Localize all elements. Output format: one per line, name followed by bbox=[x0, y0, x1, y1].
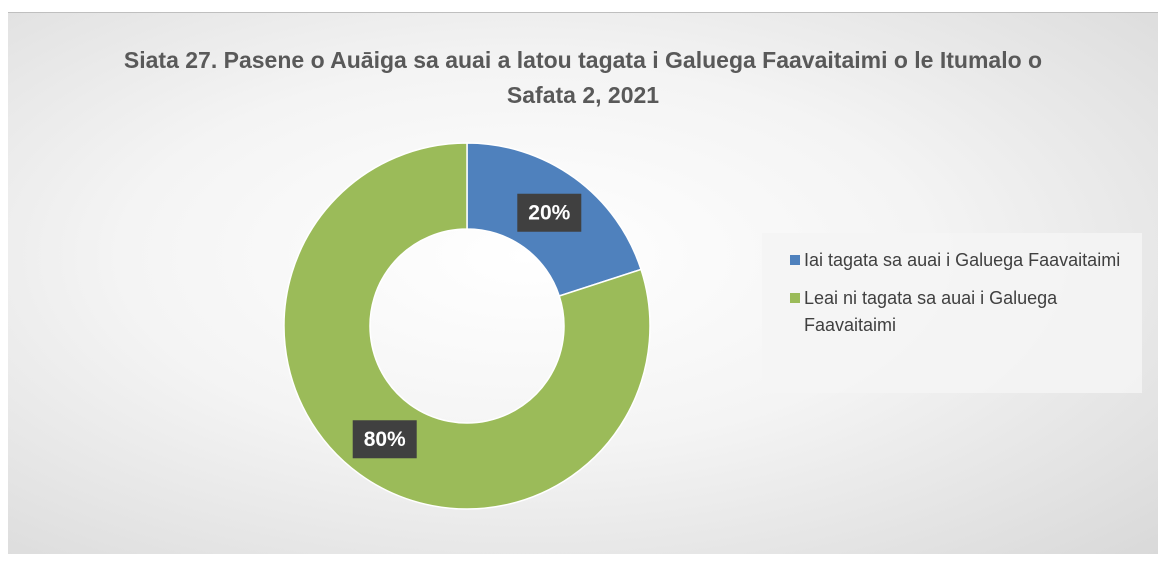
data-label: 80% bbox=[364, 428, 406, 451]
donut-slice bbox=[283, 142, 651, 510]
legend-label: Leai ni tagata sa auai i Galuega Faavait… bbox=[804, 288, 1058, 335]
data-label-box bbox=[517, 193, 582, 232]
plot: 20% 80% bbox=[283, 142, 651, 510]
data-label-box bbox=[352, 420, 417, 459]
legend-entry: Leai ni tagata sa auai i Galuega Faavait… bbox=[790, 285, 1126, 339]
chart: 20% 80% Siata 27. Pasene o Auāiga sa auai… bbox=[8, 12, 1158, 554]
legend-swatch bbox=[790, 293, 800, 303]
legend-entry: Iai tagata sa auai i Galuega Faavaitaimi bbox=[790, 247, 1126, 274]
legend-label: Iai tagata sa auai i Galuega Faavaitaimi bbox=[804, 250, 1121, 270]
legend: Iai tagata sa auai i Galuega Faavaitaimi… bbox=[762, 233, 1142, 393]
data-label: 20% bbox=[528, 201, 570, 224]
legend-swatch bbox=[790, 255, 800, 265]
chart-title: Siata 27. Pasene o Auāiga sa auai a lato… bbox=[123, 47, 1043, 108]
